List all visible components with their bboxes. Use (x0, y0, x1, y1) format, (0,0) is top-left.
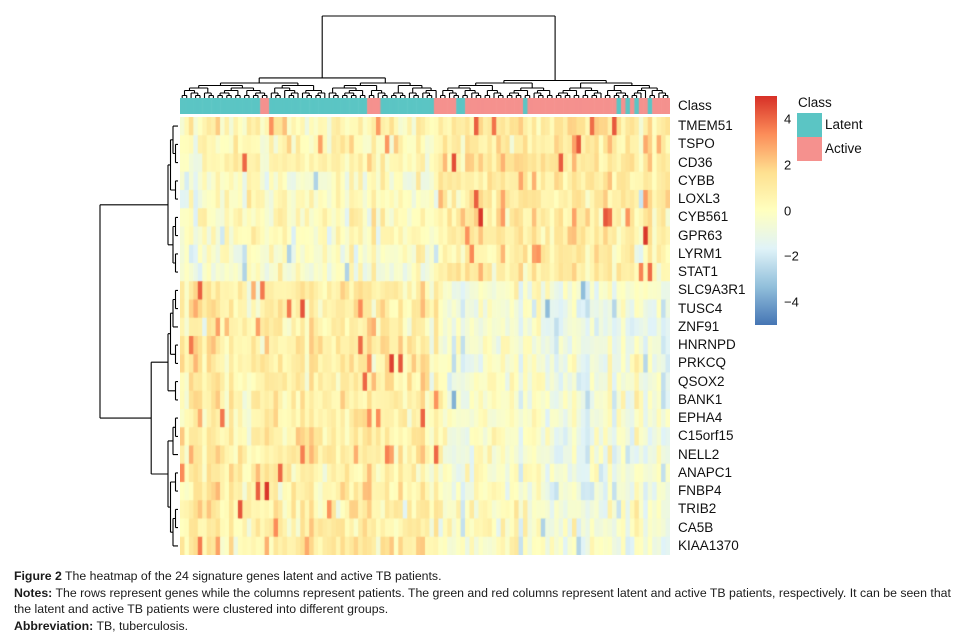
colorbar-tick-2: 2 (784, 157, 792, 173)
gene-label-cyb561: CYB561 (678, 209, 729, 225)
gene-label-cybb: CYBB (678, 172, 715, 188)
gene-label-ca5b: CA5B (678, 519, 714, 535)
gene-label-tusc4: TUSC4 (678, 300, 723, 316)
gene-label-trib2: TRIB2 (678, 501, 717, 517)
gene-label-c15orf15: C15orf15 (678, 428, 734, 444)
gene-label-tspo: TSPO (678, 136, 715, 152)
legend-title: Class (798, 95, 832, 110)
legend-swatch-latent (797, 113, 822, 137)
abbrev-label: Abbreviation: (14, 618, 94, 633)
figure-label: Figure 2 (14, 569, 62, 583)
gene-label-loxl3: LOXL3 (678, 191, 721, 207)
legend-swatch-active (797, 137, 822, 161)
caption-figure-line: Figure 2 The heatmap of the 24 signature… (14, 568, 955, 585)
gene-label-fnbp4: FNBP4 (678, 483, 722, 499)
gene-label-cd36: CD36 (678, 154, 713, 170)
legend-label-latent: Latent (825, 117, 863, 132)
figure-text: The heatmap of the 24 signature genes la… (65, 569, 442, 583)
gene-label-hnrnpd: HNRNPD (678, 337, 736, 353)
gene-label-slc9a3r1: SLC9A3R1 (678, 282, 746, 298)
class-annotation-label: Class (678, 98, 712, 113)
gene-label-qsox2: QSOX2 (678, 373, 725, 389)
row-dendrogram (99, 125, 178, 547)
legend-label-active: Active (825, 141, 862, 156)
colorbar-tick-0: 0 (784, 203, 792, 218)
gene-label-anapc1: ANAPC1 (678, 464, 733, 480)
gene-labels: TMEM51 TSPO CD36 CYBB LOXL3 CYB561 GPR63 LYRM1 S… (678, 117, 788, 555)
figure-caption: Figure 2 The heatmap of the 24 signature… (14, 568, 955, 634)
gene-label-prkcq: PRKCQ (678, 355, 727, 371)
class-annotation-bar (180, 98, 670, 114)
caption-abbrev-line: Abbreviation: TB, tuberculosis. (14, 618, 955, 635)
gene-label-gpr63: GPR63 (678, 227, 723, 243)
colorbar (755, 96, 777, 325)
gene-label-tmem51: TMEM51 (678, 118, 733, 134)
abbrev-text: TB, tuberculosis. (96, 618, 189, 633)
colorbar-tick-4: 4 (784, 111, 792, 127)
gene-label-epha4: EPHA4 (678, 410, 723, 426)
gene-label-lyrm1: LYRM1 (678, 245, 723, 261)
gene-label-kiaa1370: KIAA1370 (678, 537, 739, 553)
gene-label-znf91: ZNF91 (678, 318, 720, 334)
heatmap-canvas (180, 117, 670, 555)
column-dendrogram (181, 15, 669, 98)
colorbar-tick--4: −4 (784, 294, 799, 310)
notes-label: Notes: (14, 585, 53, 600)
gene-label-stat1: STAT1 (678, 264, 719, 280)
caption-notes-line: Notes: The rows represent genes while th… (14, 585, 955, 618)
gene-label-nell2: NELL2 (678, 446, 720, 462)
gene-label-bank1: BANK1 (678, 391, 723, 407)
notes-text: The rows represent genes while the colum… (14, 585, 951, 617)
colorbar-tick--2: −2 (784, 248, 799, 264)
